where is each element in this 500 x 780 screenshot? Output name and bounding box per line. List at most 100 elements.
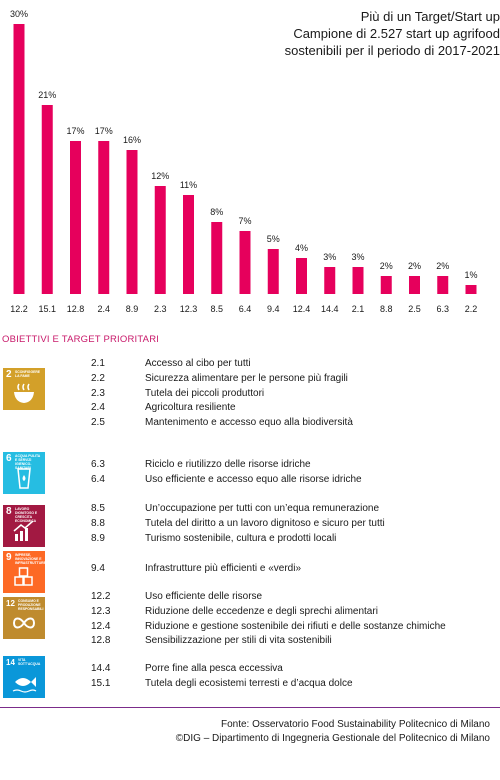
chart-title: Più di un Target/Start up Campione di 2.… [180, 8, 500, 59]
target-description: Tutela dei piccoli produttori [145, 387, 265, 399]
target-code: 2.5 [91, 417, 105, 429]
bar-15.1 [41, 105, 53, 294]
target-code: 12.8 [91, 635, 111, 647]
sdg-number: 2 [6, 369, 12, 380]
chart-title-line-3: sostenibili per il periodo di 2017-2021 [284, 43, 500, 58]
sdg-name: Imprese, innovazione e infrastrutture [15, 553, 45, 565]
target-description: Infrastrutture più efficienti e «verdi» [145, 563, 302, 574]
chart-title-line-2: Campione di 2.527 start up agrifood [293, 26, 500, 41]
sdg-number: 9 [6, 552, 12, 563]
target-description: Accesso al cibo per tutti [145, 358, 251, 369]
sdg-number: 12 [6, 599, 15, 608]
value-label-12.3: 11% [180, 180, 197, 190]
target-code: 15.1 [91, 677, 111, 689]
value-label-12.2: 30% [10, 9, 28, 19]
bar-8.5 [211, 222, 223, 294]
x-tick-label-2.4: 2.4 [97, 304, 110, 314]
value-label-8.5: 8% [210, 207, 223, 217]
sdg-number: 6 [6, 453, 12, 464]
bar-12.2 [13, 24, 25, 294]
bar-12.8 [70, 141, 81, 294]
target-code: 2.1 [91, 358, 105, 369]
bar-2.5 [409, 276, 420, 294]
target-description: Uso efficiente e accesso equo alle risor… [145, 473, 362, 485]
target-code: 6.3 [91, 459, 105, 470]
section-title: OBIETTIVI E TARGET PRIORITARI [2, 334, 160, 345]
bar-12.3 [183, 195, 194, 294]
target-description: Riciclo e riutilizzo delle risorse idric… [145, 459, 311, 470]
target-code: 9.4 [91, 563, 105, 574]
sdg-12-badge: 12 Consumo e produzione responsabili [3, 597, 45, 639]
target-description: Turismo sostenibile, cultura e prodotti … [145, 532, 337, 544]
x-tick-label-8.5: 8.5 [210, 304, 223, 314]
x-tick-label-2.5: 2.5 [408, 304, 421, 314]
sdg-number: 8 [6, 506, 12, 517]
target-description: Riduzione e gestione sostenibile dei rif… [145, 620, 446, 632]
sdg-name: Lavoro dignitoso e crescita economica [15, 507, 38, 523]
x-tick-label-12.3: 12.3 [180, 304, 198, 314]
target-description: Sensibilizzazione per stili di vita sost… [145, 635, 332, 647]
sdg-8-badge: 8 Lavoro dignitoso e crescita economica [3, 505, 45, 547]
target-description: Agricoltura resiliente [145, 402, 236, 414]
bar-8.9 [126, 150, 138, 294]
target-code: 8.9 [91, 532, 105, 544]
footer-divider [0, 707, 500, 708]
value-label-14.4: 3% [323, 252, 336, 262]
bar-2.4 [98, 141, 110, 294]
sdg-name: Acqua pulita e servizi igienico-sanitari [15, 454, 41, 470]
x-tick-label-2.3: 2.3 [154, 304, 167, 314]
target-description: Sicurezza alimentare per le persone più … [145, 372, 348, 384]
x-tick-label-12.2: 12.2 [10, 304, 28, 314]
value-label-12.8: 17% [66, 126, 84, 136]
bar-chart: 30% 12.2 21% 15.1 17% 12.8 17% 2.4 16% 8.9 12% 2.3 1… [10, 9, 478, 314]
x-tick-label-2.2: 2.2 [465, 304, 478, 314]
value-label-2.3: 12% [151, 171, 169, 181]
sdg-name: Vita sott'acqua [18, 658, 41, 666]
footer: Fonte: Osservatorio Food Sustainability … [176, 718, 490, 746]
x-tick-label-9.4: 9.4 [267, 304, 280, 314]
target-code: 2.3 [91, 387, 105, 399]
sdg-14-badge: 14 Vita sott'acqua [3, 656, 45, 698]
sdg-2-badge: 2 Sconfiggere la fame [3, 368, 45, 410]
value-label-2.2: 1% [464, 270, 477, 280]
value-label-12.4: 4% [295, 243, 308, 253]
value-label-8.9: 16% [123, 135, 141, 145]
x-tick-label-8.8: 8.8 [380, 304, 393, 314]
target-code: 8.5 [91, 503, 105, 514]
x-tick-label-6.4: 6.4 [239, 304, 252, 314]
value-label-6.3: 2% [436, 261, 449, 271]
target-description: Porre fine alla pesca eccessiva [145, 663, 283, 674]
value-label-2.5: 2% [408, 261, 421, 271]
sdg-number: 14 [6, 658, 15, 667]
x-tick-label-6.3: 6.3 [436, 304, 449, 314]
x-tick-label-12.4: 12.4 [293, 304, 311, 314]
x-tick-label-12.8: 12.8 [67, 304, 85, 314]
bar-2.3 [154, 186, 166, 294]
target-code: 8.8 [91, 517, 105, 529]
value-label-6.4: 7% [238, 216, 251, 226]
x-tick-label-14.4: 14.4 [321, 304, 339, 314]
target-code: 2.4 [91, 402, 105, 414]
footer-credit: ©DIG – Dipartimento di Ingegneria Gestio… [175, 733, 490, 744]
target-description: Un’occupazione per tutti con un’equa rem… [145, 503, 380, 514]
bar-2.2 [465, 285, 477, 294]
target-description: Tutela del diritto a un lavoro dignitoso… [145, 517, 385, 529]
sdg-9-badge: 9 Imprese, innovazione e infrastrutture [3, 551, 45, 593]
target-code: 12.4 [91, 620, 111, 632]
bar-14.4 [324, 267, 336, 294]
bar-6.3 [437, 276, 449, 294]
sdg-name: Consumo e produzione responsabili [18, 599, 44, 611]
bar-6.4 [239, 231, 251, 294]
chart-title-line-1: Più di un Target/Start up [360, 9, 500, 24]
target-code: 2.2 [91, 372, 105, 384]
value-label-2.4: 17% [95, 126, 113, 136]
target-code: 12.3 [91, 605, 111, 617]
target-description: Mantenimento e accesso equo alla biodive… [145, 417, 353, 429]
x-tick-label-2.1: 2.1 [352, 304, 365, 314]
value-label-8.8: 2% [380, 261, 393, 271]
target-code: 6.4 [91, 473, 105, 485]
sdg-6-badge: 6 Acqua pulita e servizi igienico-sanitar… [3, 452, 45, 494]
target-description: Riduzione delle eccedenze e degli sprech… [145, 605, 378, 617]
bar-8.8 [380, 276, 392, 294]
footer-source: Fonte: Osservatorio Food Sustainability … [220, 719, 490, 730]
